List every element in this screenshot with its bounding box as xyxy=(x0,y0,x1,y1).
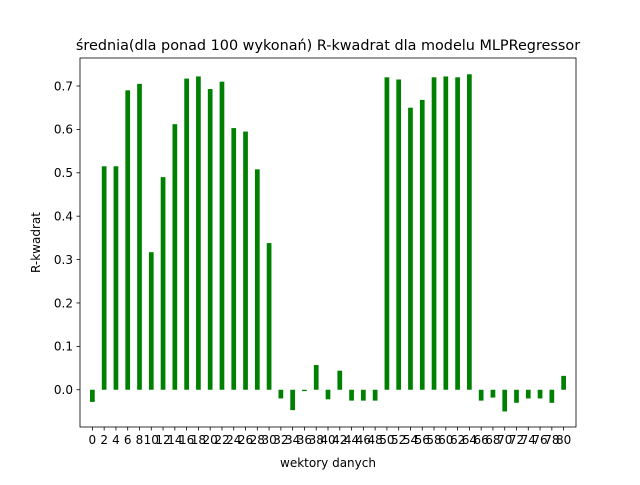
x-tick-label: 58 xyxy=(426,433,441,447)
bar-36 xyxy=(302,389,307,392)
x-tick-label: 4 xyxy=(112,433,120,447)
bar-18 xyxy=(196,76,201,390)
bar-12 xyxy=(160,177,166,390)
bars-group xyxy=(90,74,566,412)
y-tick-label: 0.3 xyxy=(54,253,73,267)
bar-76 xyxy=(537,389,543,399)
bar-54 xyxy=(408,107,413,390)
y-tick-label: 0.4 xyxy=(54,209,73,223)
x-tick-label: 38 xyxy=(309,433,324,447)
x-tick-label: 80 xyxy=(556,433,571,447)
bar-20 xyxy=(207,89,213,390)
x-tick-label: 16 xyxy=(179,433,194,447)
bar-46 xyxy=(360,389,366,401)
bar-30 xyxy=(266,243,272,390)
bar-42 xyxy=(337,370,343,390)
bar-48 xyxy=(372,389,378,401)
x-tick-label: 8 xyxy=(136,433,144,447)
x-tick-label: 10 xyxy=(144,433,159,447)
bar-32 xyxy=(278,389,284,399)
x-tick-label: 74 xyxy=(521,433,536,447)
x-tick-label: 12 xyxy=(155,433,170,447)
chart-title: średnia(dla ponad 100 wykonań) R-kwadrat… xyxy=(76,38,580,54)
bar-68 xyxy=(490,389,496,398)
bar-4 xyxy=(113,166,119,390)
bar-2 xyxy=(101,166,107,390)
x-tick-label: 2 xyxy=(100,433,108,447)
bar-14 xyxy=(172,124,178,390)
y-tick-label: 0.6 xyxy=(54,123,73,137)
x-tick-label: 78 xyxy=(544,433,559,447)
bar-38 xyxy=(313,365,319,390)
x-tick-label: 26 xyxy=(238,433,253,447)
x-tick-label: 42 xyxy=(332,433,347,447)
x-tick-label: 44 xyxy=(344,433,359,447)
bar-40 xyxy=(325,389,331,400)
x-tick-label: 30 xyxy=(261,433,276,447)
bar-28 xyxy=(254,169,260,390)
x-tick-label: 14 xyxy=(167,433,182,447)
y-tick-label: 0.2 xyxy=(54,296,73,310)
x-tick-label: 48 xyxy=(367,433,382,447)
y-tick-label: 0.0 xyxy=(54,383,73,397)
bar-58 xyxy=(431,77,437,390)
bar-72 xyxy=(514,389,519,403)
bar-62 xyxy=(455,77,460,390)
bar-56 xyxy=(419,99,425,390)
x-tick-label: 70 xyxy=(497,433,512,447)
bar-70 xyxy=(502,389,508,412)
bar-44 xyxy=(349,389,354,401)
bar-80 xyxy=(561,375,566,390)
plot-frame xyxy=(79,57,577,428)
x-tick-label: 34 xyxy=(285,433,300,447)
bar-26 xyxy=(243,131,248,390)
bar-16 xyxy=(184,78,189,390)
x-tick-label: 76 xyxy=(532,433,547,447)
x-tick-label: 52 xyxy=(391,433,406,447)
bar-10 xyxy=(148,252,154,390)
x-tick-label: 72 xyxy=(509,433,524,447)
x-axis-label: wektory danych xyxy=(280,456,376,470)
bar-78 xyxy=(549,389,555,403)
x-tick-label: 60 xyxy=(438,433,453,447)
x-tick-label: 0 xyxy=(89,433,97,447)
bar-22 xyxy=(219,81,225,390)
y-axis-label: R-kwadrat xyxy=(29,212,43,273)
bar-34 xyxy=(290,389,296,411)
x-tick-label: 18 xyxy=(191,433,206,447)
bar-52 xyxy=(396,79,402,390)
y-tick-label: 0.5 xyxy=(54,166,73,180)
x-tick-label: 50 xyxy=(379,433,394,447)
y-ticks-group: 0.0 0.1 0.2 0.3 0.4 0.5 0.6 0.7 xyxy=(54,79,80,397)
bar-50 xyxy=(384,77,390,390)
x-tick-label: 22 xyxy=(214,433,229,447)
x-tick-label: 40 xyxy=(320,433,335,447)
x-ticks-group: 0 2 4 6 8 10121416182022242628303234363840424… xyxy=(89,427,571,447)
x-tick-label: 68 xyxy=(485,433,500,447)
x-tick-label: 36 xyxy=(297,433,312,447)
x-tick-label: 64 xyxy=(462,433,477,447)
y-tick-label: 0.1 xyxy=(54,340,73,354)
bar-60 xyxy=(443,76,449,390)
bar-8 xyxy=(137,83,142,390)
bar-64 xyxy=(467,74,472,390)
x-tick-label: 56 xyxy=(415,433,430,447)
x-tick-label: 24 xyxy=(226,433,241,447)
x-tick-label: 32 xyxy=(273,433,288,447)
x-tick-label: 54 xyxy=(403,433,418,447)
bar-6 xyxy=(125,90,131,390)
x-tick-label: 20 xyxy=(203,433,218,447)
x-tick-label: 6 xyxy=(124,433,132,447)
x-tick-label: 28 xyxy=(250,433,265,447)
bar-66 xyxy=(478,389,484,401)
x-tick-label: 66 xyxy=(474,433,489,447)
bar-24 xyxy=(231,128,237,390)
x-tick-label: 62 xyxy=(450,433,465,447)
y-tick-label: 0.7 xyxy=(54,79,73,93)
x-tick-label: 46 xyxy=(356,433,371,447)
bar-74 xyxy=(525,389,531,399)
bar-0 xyxy=(90,389,95,402)
